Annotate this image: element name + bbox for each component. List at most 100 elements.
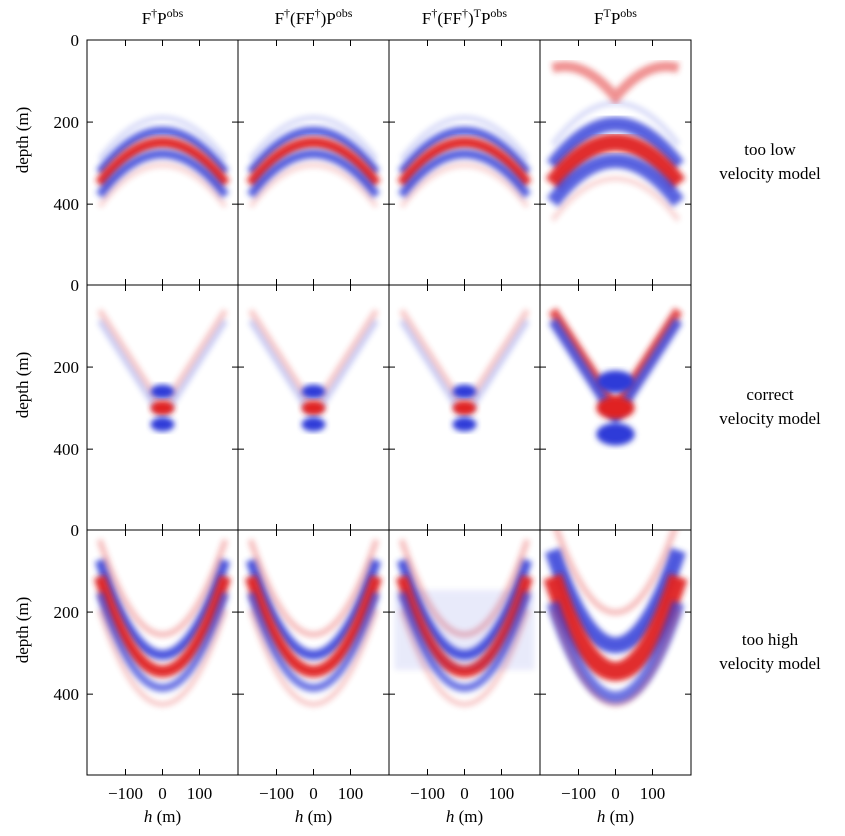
y-axis-label: depth (m) (13, 597, 32, 664)
blob (150, 417, 175, 432)
text-part: obs (336, 6, 353, 20)
wave-band (245, 558, 382, 660)
panel-image (397, 115, 532, 209)
wave-band (397, 137, 532, 188)
x-tick-label: 0 (460, 784, 469, 803)
row-label: velocity model (719, 654, 821, 673)
wave-band (545, 133, 686, 190)
wave-band (247, 538, 380, 638)
x-axis-label: h (m) (295, 807, 332, 826)
x-axis-label: h (m) (597, 807, 634, 826)
panel-image (97, 308, 228, 432)
y-tick-label: 400 (54, 195, 80, 214)
wave-band (95, 137, 230, 188)
wave-band (95, 591, 230, 692)
wave-band (93, 574, 232, 678)
x-tick-label: 0 (611, 784, 620, 803)
wave-band (550, 176, 681, 222)
wave-band (399, 115, 530, 161)
column-title: F†(FF†)TPobs (422, 6, 508, 28)
text-part: F (594, 9, 603, 28)
blob (301, 384, 326, 399)
blob (596, 423, 635, 446)
text-part: obs (620, 6, 637, 20)
wave-band (399, 162, 530, 209)
blob (150, 401, 175, 415)
wave-band (398, 126, 531, 176)
x-tick-label: 100 (489, 784, 515, 803)
wave-band (248, 608, 379, 707)
row-label: too low (744, 140, 796, 159)
wave-band (550, 608, 681, 707)
x-tick-label: −100 (410, 784, 445, 803)
panel-image (244, 538, 383, 707)
wave-band (246, 591, 381, 692)
text-part: h (597, 807, 606, 826)
blob (596, 396, 635, 420)
x-tick-label: −100 (259, 784, 294, 803)
panel-image (543, 530, 688, 707)
blob (301, 401, 326, 415)
panel-image (394, 538, 535, 707)
wave-band (246, 149, 381, 199)
wave-band (546, 600, 685, 705)
wave-band (96, 149, 230, 199)
wave-band (94, 558, 231, 660)
text-part: ) (468, 9, 474, 28)
text-part: (FF (290, 9, 315, 28)
wave-band (548, 307, 683, 417)
wave-band (546, 153, 685, 207)
y-axis-label: depth (m) (13, 107, 32, 174)
wave-band (551, 61, 680, 106)
x-tick-label: 0 (158, 784, 167, 803)
y-tick-label: 200 (54, 113, 80, 132)
text-part: T (474, 6, 482, 20)
row-label: too high (742, 630, 799, 649)
x-tick-label: 100 (187, 784, 213, 803)
blob (596, 370, 635, 393)
panel-image (95, 115, 230, 209)
panel-image (545, 61, 686, 222)
text-part: † (315, 6, 321, 20)
text-part: obs (490, 6, 507, 20)
wave-band (546, 116, 685, 171)
x-tick-label: −100 (108, 784, 143, 803)
wave-band (397, 149, 531, 199)
x-tick-label: 100 (640, 784, 666, 803)
wave-band (97, 115, 228, 161)
text-part: (m) (454, 807, 483, 826)
text-part: obs (167, 6, 184, 20)
text-part: F (142, 9, 151, 28)
text-part: † (431, 6, 437, 20)
text-part: (m) (152, 807, 181, 826)
row-label: correct (746, 385, 793, 404)
wave-band (543, 573, 688, 682)
wave-band (96, 538, 229, 638)
y-tick-label: 400 (54, 685, 80, 704)
blob (452, 417, 477, 432)
panel-image (399, 308, 530, 432)
blob (150, 384, 175, 399)
x-axis-label: h (m) (446, 807, 483, 826)
blob (301, 417, 326, 432)
text-part: (FF (437, 9, 462, 28)
y-tick-label: 400 (54, 440, 80, 459)
x-axis-label: h (m) (144, 807, 181, 826)
text-part: h (295, 807, 304, 826)
wave-band (97, 162, 228, 209)
text-part: P (481, 9, 490, 28)
text-part: † (151, 6, 157, 20)
text-part: P (157, 9, 166, 28)
row-label: velocity model (719, 409, 821, 428)
text-part: )P (321, 9, 336, 28)
wave-band (244, 574, 383, 678)
blob (452, 384, 477, 399)
text-part: F (422, 9, 431, 28)
y-axis-label: depth (m) (13, 352, 32, 419)
wave-band (246, 137, 381, 188)
text-part: † (462, 6, 468, 20)
y-tick-label: 200 (54, 358, 80, 377)
x-tick-label: −100 (561, 784, 596, 803)
column-title: F†(FF†)Pobs (275, 6, 353, 28)
